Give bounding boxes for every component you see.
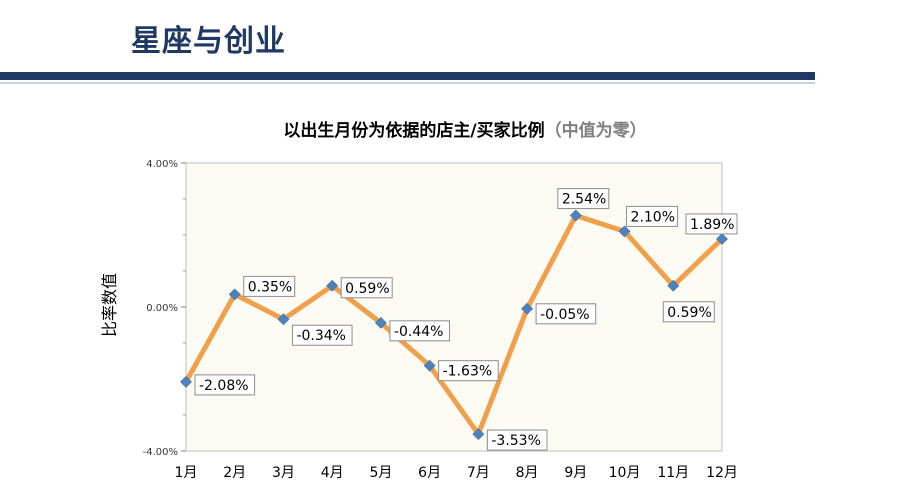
data-label-text: 1.89% [690, 217, 734, 233]
title-divider-bar [0, 72, 815, 80]
data-label: -3.53% [486, 429, 548, 451]
data-label-box [194, 374, 256, 396]
data-point [228, 288, 241, 301]
data-label-text: 0.59% [667, 305, 711, 321]
x-tick-label: 10月 [609, 465, 641, 481]
data-label: -0.05% [535, 303, 597, 325]
data-label-text: 2.10% [631, 209, 675, 225]
data-label-box [340, 277, 393, 299]
data-label-box [626, 205, 679, 227]
data-label-box [535, 303, 597, 325]
data-point [423, 359, 436, 372]
data-point [472, 428, 485, 441]
data-label: 2.54% [557, 188, 610, 210]
y-axis-label: 比率数值 [100, 272, 119, 338]
data-label: -1.63% [438, 360, 499, 382]
x-tick-label: 8月 [516, 465, 539, 481]
data-point [326, 279, 339, 292]
data-point [618, 225, 631, 238]
data-point [180, 375, 192, 388]
data-label-box [662, 301, 715, 323]
data-label-text: 0.59% [345, 281, 389, 297]
data-label: 0.59% [340, 277, 393, 299]
x-tick-label: 2月 [223, 465, 246, 481]
data-label-box [438, 360, 499, 382]
data-point [277, 313, 290, 326]
data-label-text: -0.34% [296, 328, 346, 344]
x-tick-label: 4月 [321, 465, 344, 481]
y-tick-label: 0.00% [146, 303, 178, 314]
data-label-text: -2.08% [199, 378, 249, 394]
series-line [183, 213, 725, 437]
data-label: 1.89% [685, 213, 738, 235]
slide-title: 星座与创业 [131, 24, 286, 59]
x-tick-label: 7月 [467, 465, 490, 481]
data-point [716, 233, 728, 245]
chart-subtitle: （中值为零） [544, 121, 647, 141]
x-tick-label: 11月 [657, 465, 689, 481]
data-label: -2.08% [194, 374, 256, 396]
y-tick-label: -4.00% [143, 447, 178, 458]
data-label-box [291, 324, 353, 346]
data-label-box [486, 429, 548, 451]
data-label-box [685, 213, 738, 235]
data-label-box [389, 320, 451, 342]
data-label: 0.59% [662, 301, 715, 323]
y-tick-label: 4.00% [146, 159, 178, 170]
chart-title: 以出生月份为依据的店主/买家比例（中值为零） [0, 116, 900, 141]
data-label: 0.35% [243, 275, 296, 297]
data-label-text: 0.35% [248, 279, 292, 295]
title-divider-line [0, 82, 815, 84]
data-label-text: -1.63% [443, 364, 493, 380]
x-tick-label: 12月 [706, 465, 738, 481]
data-point [667, 279, 680, 292]
chart-title-main: 以出生月份为依据的店主/买家比例 [283, 121, 545, 141]
data-label-text: -3.53% [491, 433, 541, 449]
data-point [521, 302, 534, 315]
data-label-box [557, 188, 610, 210]
data-label: -0.34% [291, 324, 353, 346]
x-tick-label: 1月 [175, 465, 198, 481]
data-label: 2.10% [626, 205, 679, 227]
data-point [374, 316, 387, 329]
data-label-text: -0.05% [540, 307, 590, 323]
data-label: -0.44% [389, 320, 451, 342]
x-tick-label: 9月 [564, 465, 587, 481]
data-label-text: 2.54% [562, 192, 606, 208]
x-tick-label: 5月 [369, 465, 392, 481]
data-label-box [243, 275, 296, 297]
x-tick-label: 6月 [418, 465, 441, 481]
data-label-text: -0.44% [394, 324, 444, 340]
data-point [569, 209, 582, 222]
x-tick-label: 3月 [272, 465, 295, 481]
